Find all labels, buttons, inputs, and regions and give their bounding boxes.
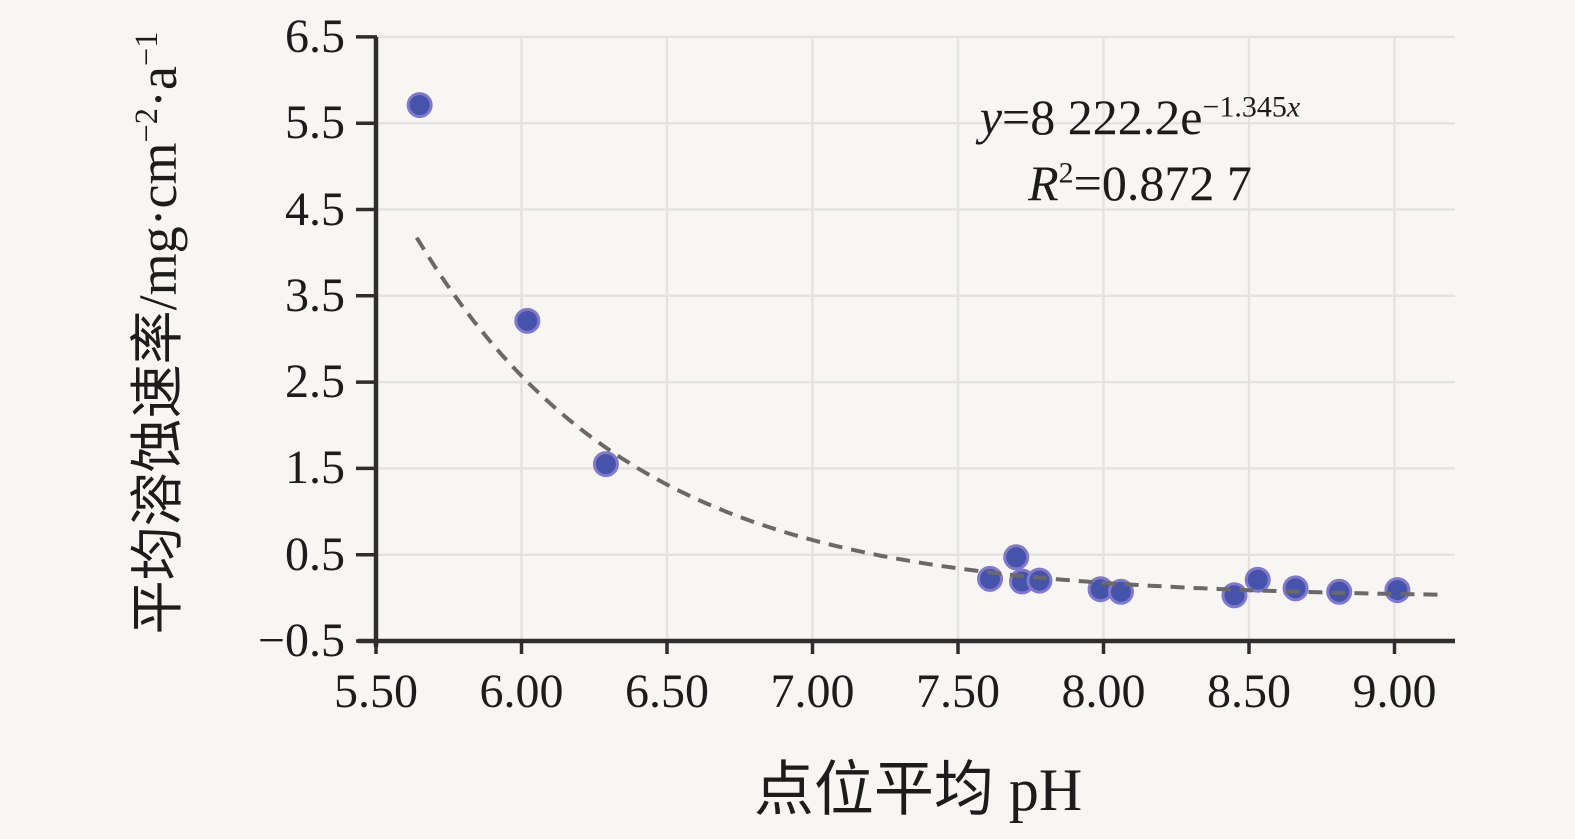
data-point-marker <box>514 307 541 334</box>
data-point-marker <box>1026 567 1053 594</box>
y-tick-label: 3.5 <box>285 268 345 322</box>
x-tick-label: 7.50 <box>916 665 1000 718</box>
trendline-curve <box>415 236 1442 597</box>
data-point-marker <box>1221 582 1248 609</box>
data-point-marker <box>1003 544 1030 571</box>
trendline-equation: y=8 222.2e−1.345x R2=0.872 7 <box>870 84 1410 216</box>
r-squared-line: R2=0.872 7 <box>1028 155 1252 211</box>
data-point-marker <box>592 451 619 478</box>
x-tick-label: 6.50 <box>625 665 709 718</box>
data-point-marker <box>1282 575 1309 602</box>
y-tick-label: 6.5 <box>285 9 345 63</box>
x-tick-label: 8.50 <box>1207 665 1291 718</box>
x-tick-label: 8.00 <box>1061 665 1146 718</box>
y-tick-label: −0.5 <box>257 614 345 667</box>
y-tick-label: 0.5 <box>285 527 345 581</box>
x-tick-label: 9.00 <box>1352 665 1437 718</box>
data-point-marker <box>1384 577 1411 604</box>
equation-line: y=8 222.2e−1.345x <box>979 89 1301 145</box>
y-tick-label: 1.5 <box>285 441 345 495</box>
x-tick-label: 7.00 <box>770 665 855 718</box>
y-axis-title-text: 平均溶蚀速率/mg·cm−2·a−1 <box>128 31 188 635</box>
y-tick-label: 4.5 <box>285 182 345 236</box>
data-point-marker <box>406 92 433 119</box>
data-point-marker <box>1244 566 1271 593</box>
y-tick-label: 5.5 <box>285 96 345 150</box>
x-tick-label: 5.50 <box>334 665 418 718</box>
x-axis-title: 点位平均 pH <box>753 757 1083 823</box>
y-tick-label: 2.5 <box>285 355 345 409</box>
x-tick-label: 6.00 <box>479 665 564 718</box>
